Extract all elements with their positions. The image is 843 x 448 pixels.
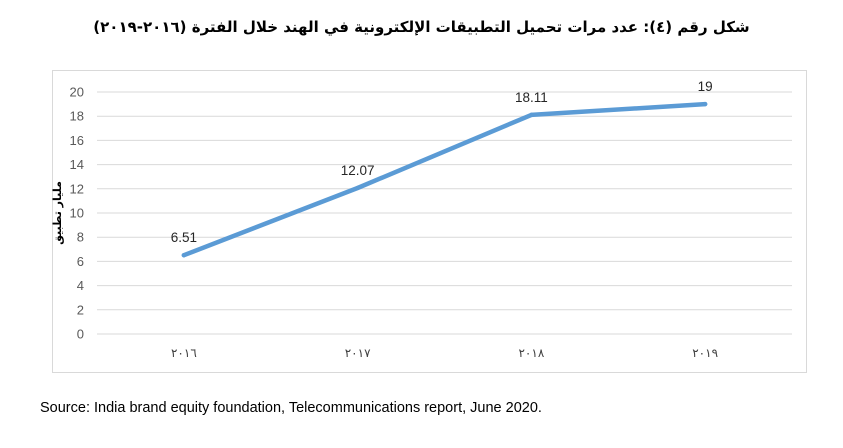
y-tick-label: 8 <box>77 230 84 245</box>
x-tick-label: ٢٠١٧ <box>345 346 371 360</box>
data-point <box>181 253 187 258</box>
data-point <box>355 185 360 191</box>
series-line <box>181 101 708 258</box>
x-tick-label: ٢٠١٩ <box>692 346 718 360</box>
series-layer <box>181 101 708 258</box>
data-labels: 6.51 12.07 18.11 19 <box>171 79 713 245</box>
y-tick-label: 14 <box>70 157 84 172</box>
data-point <box>529 112 534 118</box>
chart-title: شكل رقم (٤): عدد مرات تحميل التطبيقات ال… <box>93 18 750 36</box>
y-axis-ticks: 0 2 4 6 8 10 12 14 16 18 20 <box>70 85 84 342</box>
y-tick-label: 0 <box>77 327 84 342</box>
line-chart: 0 2 4 6 8 10 12 14 16 18 20 ٢٠١٦ ٢٠١٧ ٢٠١٨ ٢٠١٩ 6.51 1… <box>52 70 807 373</box>
chart-border <box>52 70 807 373</box>
data-label: 19 <box>698 79 713 94</box>
y-tick-label: 4 <box>77 278 84 293</box>
source-note: Source: India brand equity foundation, T… <box>40 400 542 416</box>
x-tick-label: ٢٠١٨ <box>518 346 544 360</box>
gridlines <box>97 91 792 335</box>
y-tick-label: 2 <box>77 302 84 317</box>
y-tick-label: 12 <box>70 181 84 196</box>
y-tick-label: 16 <box>70 133 84 148</box>
y-tick-label: 6 <box>77 254 84 269</box>
x-axis-ticks: ٢٠١٦ ٢٠١٧ ٢٠١٨ ٢٠١٩ <box>171 346 718 360</box>
x-tick-label: ٢٠١٦ <box>171 346 197 360</box>
y-tick-label: 20 <box>70 85 84 100</box>
y-tick-label: 18 <box>70 109 84 124</box>
data-label: 6.51 <box>171 230 197 245</box>
data-label: 12.07 <box>341 163 375 178</box>
chart-frame: 0 2 4 6 8 10 12 14 16 18 20 ٢٠١٦ ٢٠١٧ ٢٠١٨ ٢٠١٩ 6.51 1… <box>52 70 807 373</box>
data-point <box>702 101 708 107</box>
y-tick-label: 10 <box>70 206 84 221</box>
y-axis-label: مليار تطبيق <box>52 181 64 245</box>
data-label: 18.11 <box>515 90 548 105</box>
